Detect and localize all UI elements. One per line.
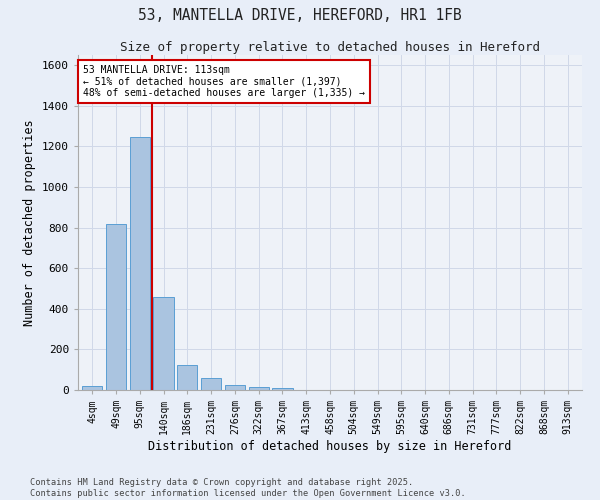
Text: 53, MANTELLA DRIVE, HEREFORD, HR1 1FB: 53, MANTELLA DRIVE, HEREFORD, HR1 1FB: [138, 8, 462, 22]
Bar: [154, 296, 173, 390]
Bar: [106, 224, 126, 390]
Bar: [248, 387, 269, 390]
Bar: [272, 388, 293, 390]
Bar: [82, 386, 103, 390]
X-axis label: Distribution of detached houses by size in Hereford: Distribution of detached houses by size …: [148, 440, 512, 453]
Bar: [201, 378, 221, 390]
Bar: [177, 364, 197, 390]
Text: Contains HM Land Registry data © Crown copyright and database right 2025.
Contai: Contains HM Land Registry data © Crown c…: [30, 478, 466, 498]
Title: Size of property relative to detached houses in Hereford: Size of property relative to detached ho…: [120, 41, 540, 54]
Y-axis label: Number of detached properties: Number of detached properties: [23, 119, 37, 326]
Text: 53 MANTELLA DRIVE: 113sqm
← 51% of detached houses are smaller (1,397)
48% of se: 53 MANTELLA DRIVE: 113sqm ← 51% of detac…: [83, 65, 365, 98]
Bar: [130, 137, 150, 390]
Bar: [225, 385, 245, 390]
